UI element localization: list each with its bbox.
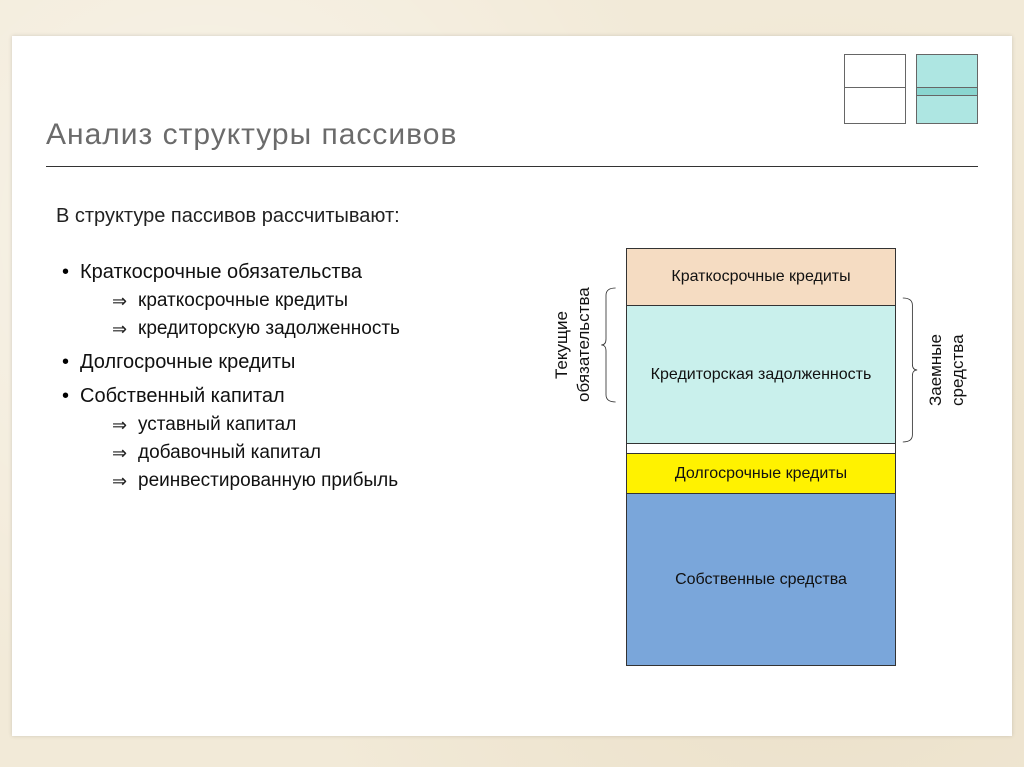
sub-bullet-item: добавочный капитал — [112, 440, 506, 466]
stacked-chart: Краткосрочные кредитыКредиторская задолж… — [626, 248, 896, 666]
bullet-item: Краткосрочные обязательствакраткосрочные… — [56, 258, 506, 342]
right-group-label: Заемные — [926, 254, 946, 486]
chart-segment: Долгосрочные кредиты — [627, 453, 895, 493]
logo-cell — [916, 96, 978, 124]
bullet-label: Долгосрочные кредиты — [80, 348, 295, 376]
bullet-dot-icon — [56, 258, 80, 286]
left-group-label: обязательства — [574, 254, 594, 436]
slide: Анализ структуры пассивов В структуре па… — [12, 36, 1012, 736]
brace-left — [600, 248, 624, 442]
chart-segment — [627, 443, 895, 453]
bullet-label: Собственный капитал — [80, 382, 285, 410]
intro-text: В структуре пассивов рассчитывают: — [56, 205, 978, 228]
chart-segment: Собственные средства — [627, 493, 895, 665]
right-group-label: средства — [948, 254, 968, 486]
logo-cell — [916, 88, 978, 96]
logo-cell — [844, 54, 906, 88]
arrow-icon — [112, 412, 138, 438]
bullet-item: Долгосрочные кредиты — [56, 348, 506, 376]
bullet-dot-icon — [56, 382, 80, 410]
sub-bullet-item: краткосрочные кредиты — [112, 288, 506, 314]
sub-bullet-item: реинвестированную прибыль — [112, 468, 506, 494]
bullet-label: Краткосрочные обязательства — [80, 258, 362, 286]
logo-cell — [844, 88, 906, 124]
logo-cell — [916, 54, 978, 88]
chart-segment: Краткосрочные кредиты — [627, 249, 895, 305]
sub-bullet-item: уставный капитал — [112, 412, 506, 438]
sub-bullet-label: краткосрочные кредиты — [138, 288, 348, 314]
content-row: Краткосрочные обязательствакраткосрочные… — [46, 258, 978, 718]
arrow-icon — [112, 288, 138, 314]
sub-bullet-label: реинвестированную прибыль — [138, 468, 398, 494]
bullet-dot-icon — [56, 348, 80, 376]
arrow-icon — [112, 468, 138, 494]
sub-bullet-label: добавочный капитал — [138, 440, 321, 466]
logo-col-left — [844, 54, 906, 124]
sub-bullet-item: кредиторскую задолженность — [112, 316, 506, 342]
title-rule — [46, 166, 978, 167]
chart-segment: Кредиторская задолженность — [627, 305, 895, 443]
sub-bullet-label: уставный капитал — [138, 412, 296, 438]
bullet-item: Собственный капиталуставный капиталдобав… — [56, 382, 506, 494]
bullet-list: Краткосрочные обязательствакраткосрочные… — [46, 258, 506, 718]
logo-boxes — [844, 54, 978, 124]
brace-right — [898, 248, 922, 492]
page-title: Анализ структуры пассивов — [46, 118, 978, 152]
left-group-label: Текущие — [552, 254, 572, 436]
logo-col-right — [916, 54, 978, 124]
sub-bullet-label: кредиторскую задолженность — [138, 316, 400, 342]
chart-area: Текущие обязательства Краткосрочные кред… — [506, 258, 978, 718]
arrow-icon — [112, 440, 138, 466]
arrow-icon — [112, 316, 138, 342]
